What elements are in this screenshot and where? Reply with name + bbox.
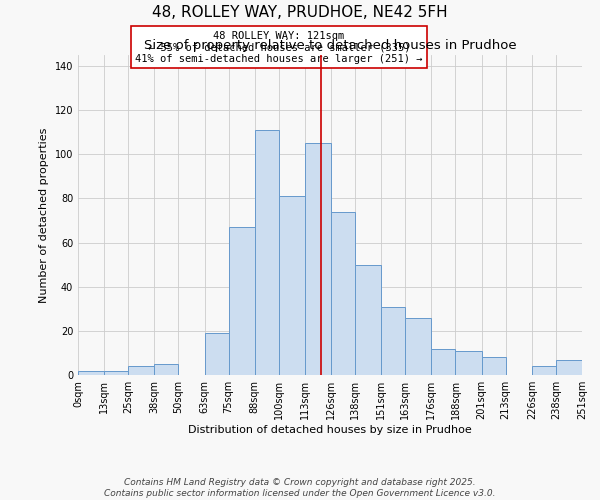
Bar <box>205 333 229 375</box>
Bar <box>455 350 482 375</box>
Text: 48, ROLLEY WAY, PRUDHOE, NE42 5FH: 48, ROLLEY WAY, PRUDHOE, NE42 5FH <box>152 5 448 20</box>
Bar <box>305 144 331 375</box>
Bar <box>229 227 255 375</box>
Bar <box>331 212 355 375</box>
Bar <box>532 366 556 375</box>
Bar <box>78 370 104 375</box>
Bar <box>482 358 506 375</box>
Bar <box>128 366 154 375</box>
Bar <box>154 364 178 375</box>
Bar <box>556 360 582 375</box>
Y-axis label: Number of detached properties: Number of detached properties <box>39 128 49 302</box>
Text: Contains HM Land Registry data © Crown copyright and database right 2025.
Contai: Contains HM Land Registry data © Crown c… <box>104 478 496 498</box>
Bar <box>104 370 128 375</box>
Title: Size of property relative to detached houses in Prudhoe: Size of property relative to detached ho… <box>143 40 517 52</box>
X-axis label: Distribution of detached houses by size in Prudhoe: Distribution of detached houses by size … <box>188 425 472 435</box>
Bar <box>431 348 455 375</box>
Text: 48 ROLLEY WAY: 121sqm
← 55% of detached houses are smaller (335)
41% of semi-det: 48 ROLLEY WAY: 121sqm ← 55% of detached … <box>135 30 422 64</box>
Bar <box>405 318 431 375</box>
Bar <box>381 306 405 375</box>
Bar <box>279 196 305 375</box>
Bar <box>355 264 381 375</box>
Bar <box>255 130 279 375</box>
